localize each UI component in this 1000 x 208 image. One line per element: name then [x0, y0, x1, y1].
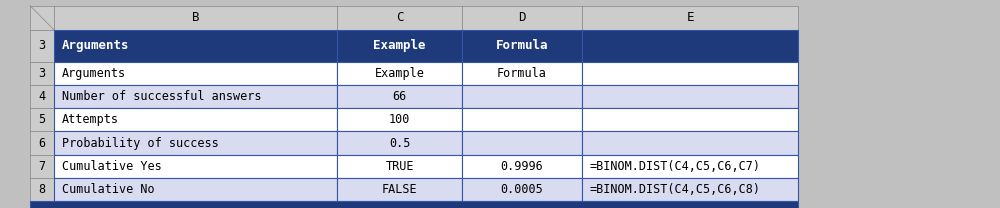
Bar	[462, 178, 582, 201]
Text: 4: 4	[38, 90, 46, 103]
Text: D: D	[518, 11, 526, 24]
Bar	[30, 131, 54, 155]
Bar	[30, 62, 54, 85]
Text: 100: 100	[389, 113, 410, 126]
Text: 3: 3	[38, 67, 46, 80]
Bar	[54, 30, 337, 62]
Bar	[30, 178, 54, 201]
Text: Cumulative Yes: Cumulative Yes	[62, 160, 162, 173]
Bar	[582, 155, 798, 178]
Bar	[30, 201, 798, 208]
Text: 3: 3	[38, 39, 46, 52]
Bar	[462, 30, 582, 62]
Bar	[582, 62, 798, 85]
Bar	[337, 30, 462, 62]
Text: 5: 5	[38, 113, 46, 126]
Text: =BINOM.DIST(C4,C5,C6,C7): =BINOM.DIST(C4,C5,C6,C7)	[590, 160, 761, 173]
Bar	[337, 85, 462, 108]
Text: Formula: Formula	[496, 39, 548, 52]
Text: Cumulative No: Cumulative No	[62, 183, 155, 196]
Bar	[337, 178, 462, 201]
Bar	[462, 131, 582, 155]
Text: Number of successful answers: Number of successful answers	[62, 90, 262, 103]
Bar	[54, 108, 337, 131]
Bar	[582, 85, 798, 108]
Bar	[582, 131, 798, 155]
Bar	[582, 30, 798, 62]
Text: 8: 8	[38, 183, 46, 196]
Text: Formula: Formula	[497, 67, 547, 80]
Bar	[54, 131, 337, 155]
Bar	[30, 85, 54, 108]
Text: TRUE: TRUE	[385, 160, 414, 173]
Text: B: B	[192, 11, 199, 24]
Text: C: C	[396, 11, 403, 24]
Text: Arguments: Arguments	[62, 39, 130, 52]
Bar	[582, 108, 798, 131]
Bar	[462, 108, 582, 131]
Bar	[30, 155, 54, 178]
Bar	[462, 6, 582, 30]
Bar	[462, 85, 582, 108]
Text: 66: 66	[392, 90, 407, 103]
Bar	[54, 155, 337, 178]
Text: 0.0005: 0.0005	[501, 183, 543, 196]
Text: 6: 6	[38, 136, 46, 150]
Text: Example: Example	[373, 39, 426, 52]
Bar	[337, 108, 462, 131]
Bar	[54, 178, 337, 201]
Bar	[462, 62, 582, 85]
Text: E: E	[686, 11, 694, 24]
Text: Probability of success: Probability of success	[62, 136, 219, 150]
Bar	[30, 108, 54, 131]
Text: Attempts: Attempts	[62, 113, 119, 126]
Bar	[54, 62, 337, 85]
Bar	[337, 6, 462, 30]
Bar	[54, 6, 337, 30]
Text: FALSE: FALSE	[382, 183, 417, 196]
Bar	[462, 155, 582, 178]
Bar	[582, 6, 798, 30]
Bar	[30, 6, 54, 30]
Bar	[30, 30, 54, 62]
Text: 0.5: 0.5	[389, 136, 410, 150]
Text: 0.9996: 0.9996	[501, 160, 543, 173]
Text: Example: Example	[375, 67, 425, 80]
Text: Arguments: Arguments	[62, 67, 126, 80]
Bar	[582, 178, 798, 201]
Bar	[337, 131, 462, 155]
Text: 7: 7	[38, 160, 46, 173]
Text: =BINOM.DIST(C4,C5,C6,C8): =BINOM.DIST(C4,C5,C6,C8)	[590, 183, 761, 196]
Bar	[337, 155, 462, 178]
Bar	[54, 85, 337, 108]
Bar	[337, 62, 462, 85]
